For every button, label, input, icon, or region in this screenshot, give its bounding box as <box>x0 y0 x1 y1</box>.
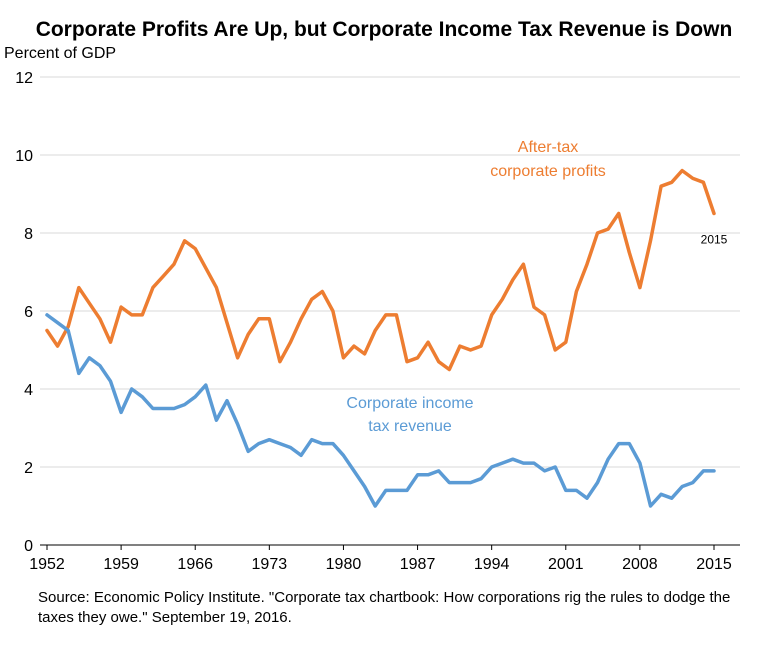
y-tick-label: 2 <box>24 460 33 477</box>
x-tick-label: 1987 <box>400 556 436 573</box>
x-tick-label: 1994 <box>474 556 510 573</box>
series-lines <box>45 168 716 508</box>
x-tick-label: 1966 <box>177 556 213 573</box>
x-tick-label: 2001 <box>548 556 584 573</box>
series-label: After-tax <box>518 139 578 156</box>
series-label: corporate profits <box>490 163 606 180</box>
y-axis-label: Percent of GDP <box>4 45 116 62</box>
source-note: Source: Economic Policy Institute. "Corp… <box>38 589 731 626</box>
y-tick-label: 6 <box>24 304 33 321</box>
gridlines <box>40 76 740 468</box>
x-tick-labels: 1952 1959 1966 1973 1980 1987 1994 2001 2008 2015 <box>29 545 732 573</box>
y-tick-label: 4 <box>24 382 33 399</box>
x-tick-label: 1973 <box>252 556 288 573</box>
series-label: Corporate income <box>346 395 473 412</box>
y-tick-label: 12 <box>15 70 33 87</box>
chart-title: Corporate Profits Are Up, but Corporate … <box>36 18 733 41</box>
series-label: tax revenue <box>368 418 452 435</box>
x-tick-label: 2008 <box>622 556 658 573</box>
x-tick-label: 1952 <box>29 556 65 573</box>
x-tick-label: 1980 <box>326 556 362 573</box>
y-tick-label: 8 <box>24 226 33 243</box>
series-line-tax-revenue <box>45 313 716 508</box>
series-line-after-tax-profits <box>45 168 716 372</box>
x-tick-label: 2015 <box>696 556 732 573</box>
end-year-label: 2015 <box>701 233 728 247</box>
x-tick-label: 1959 <box>103 556 139 573</box>
y-tick-labels: 0 2 4 6 8 10 12 <box>15 70 33 555</box>
series-labels: After-tax corporate profits Corporate inco… <box>346 139 727 435</box>
y-tick-label: 0 <box>24 538 33 555</box>
y-tick-label: 10 <box>15 148 33 165</box>
